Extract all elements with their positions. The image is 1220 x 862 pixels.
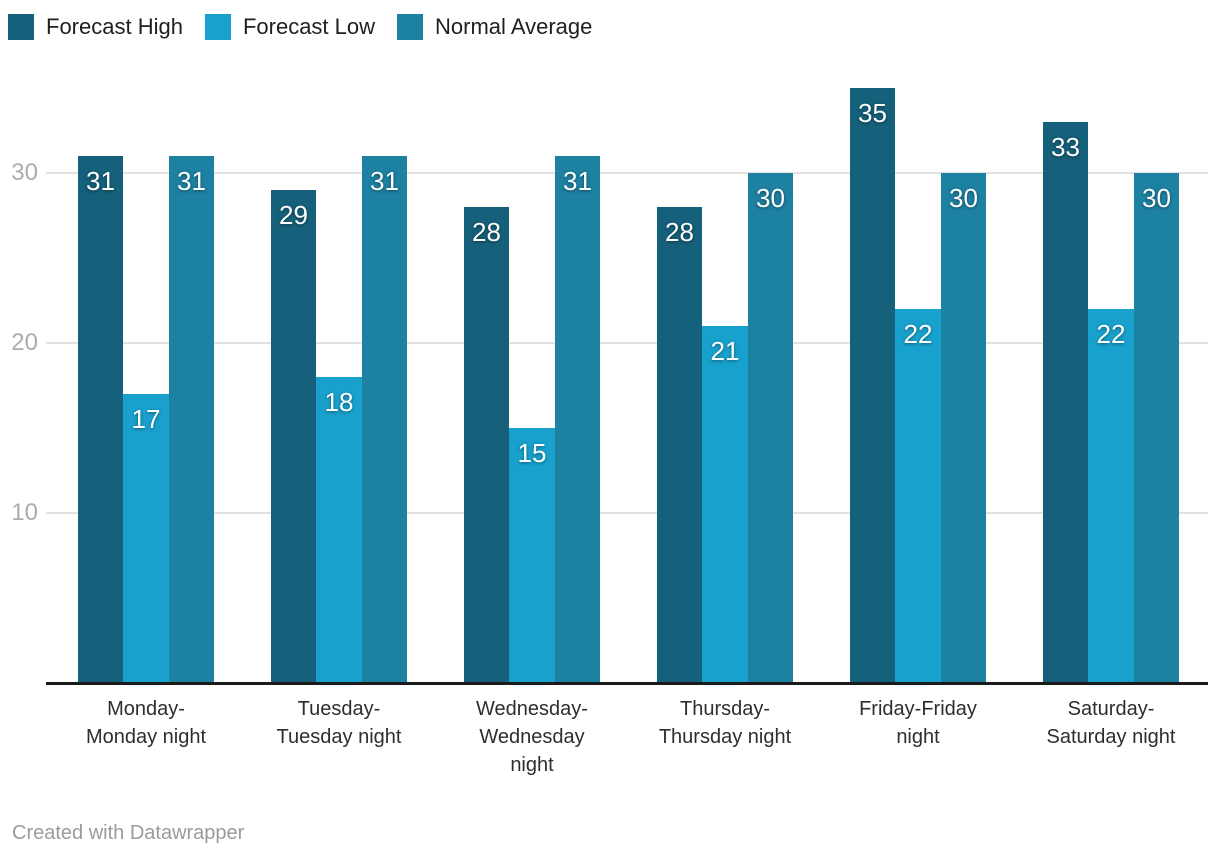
y-tick-label-20: 20 — [11, 329, 38, 356]
bar-normal-average — [1134, 173, 1179, 683]
bar-forecast-high — [657, 207, 702, 683]
category-label-line: night — [510, 754, 554, 776]
category-label-line: Thursday night — [658, 726, 792, 748]
category-label-line: Monday- — [107, 698, 185, 720]
bar-value-label: 22 — [1096, 319, 1126, 349]
bar-forecast-high — [78, 156, 123, 683]
bar-normal-average — [555, 156, 600, 683]
bar-value-label: 31 — [563, 166, 592, 196]
y-tick-label-10: 10 — [11, 499, 38, 526]
category-label-line: Wednesday — [479, 726, 585, 748]
legend-label: Normal Average — [435, 14, 593, 39]
bar-value-label: 29 — [279, 200, 308, 230]
x-axis-category-label: Saturday- Saturday night — [1015, 695, 1207, 751]
bar-value-label: 21 — [710, 336, 740, 366]
bar-forecast-low — [123, 394, 169, 683]
bar-value-label: 28 — [665, 217, 694, 247]
legend-swatch-icon — [8, 14, 34, 40]
category-label-line: Monday night — [85, 726, 207, 748]
gridline-y-30 — [46, 172, 1208, 174]
category-label-line: night — [896, 726, 940, 748]
bar-forecast-high — [271, 190, 316, 683]
bar-forecast-low — [1088, 309, 1134, 683]
bar-value-label: 30 — [756, 183, 785, 213]
bar-forecast-low — [509, 428, 555, 683]
category-label-line: Saturday night — [1046, 726, 1176, 748]
bar-forecast-high — [1043, 122, 1088, 683]
bar-value-label: 17 — [131, 404, 161, 434]
bar-forecast-high — [464, 207, 509, 683]
gridline-y-10 — [46, 512, 1208, 514]
category-label-line: Wednesday- — [476, 698, 588, 720]
category-label-line: Tuesday night — [276, 726, 402, 748]
legend-item-normal-average: Normal Average — [397, 14, 592, 40]
bar-normal-average — [748, 173, 793, 683]
y-tick-label-30: 30 — [11, 159, 38, 186]
legend-label: Forecast Low — [242, 14, 376, 39]
bar-value-label: 22 — [903, 319, 933, 349]
bar-forecast-low — [702, 326, 748, 683]
bar-value-label: 31 — [177, 166, 206, 196]
credit-text: Created with Datawrapper — [12, 822, 245, 844]
bar-normal-average — [169, 156, 214, 683]
legend-swatch-icon — [204, 14, 231, 40]
bar-value-label: 31 — [370, 166, 399, 196]
x-axis-category-label: Thursday- Thursday night — [629, 695, 821, 751]
bar-value-label: 33 — [1051, 132, 1080, 162]
bar-value-label: 35 — [858, 98, 887, 128]
legend-item-forecast-high: Forecast High — [8, 14, 183, 40]
category-label-line: Tuesday- — [297, 698, 381, 720]
bar-forecast-low — [316, 377, 362, 683]
legend-label: Forecast High — [46, 14, 183, 39]
x-axis-category-label: Monday- Monday night — [50, 695, 242, 751]
x-axis-line — [46, 682, 1208, 685]
x-axis-category-label: Tuesday- Tuesday night — [243, 695, 435, 751]
bar-value-label: 18 — [324, 387, 354, 417]
bar-normal-average — [941, 173, 986, 683]
bar-value-label: 31 — [86, 166, 115, 196]
bar-forecast-high — [850, 88, 895, 683]
bar-value-label: 15 — [517, 438, 547, 468]
x-axis-category-label: Wednesday- Wednesday night — [436, 695, 628, 779]
category-label-line: Saturday- — [1067, 698, 1155, 720]
bar-forecast-low — [895, 309, 941, 683]
bar-value-label: 30 — [949, 183, 978, 213]
legend-swatch-icon — [397, 14, 424, 40]
legend-item-forecast-low: Forecast Low — [204, 14, 376, 40]
chart-legend: Forecast High Forecast Low Normal Average — [8, 14, 592, 40]
gridline-y-20 — [46, 342, 1208, 344]
category-label-line: Friday-Friday — [859, 698, 977, 720]
bar-value-label: 28 — [472, 217, 501, 247]
category-label-line: Thursday- — [679, 698, 771, 720]
bar-value-label: 30 — [1142, 183, 1171, 213]
x-axis-category-label: Friday-Friday night — [822, 695, 1014, 751]
bar-normal-average — [362, 156, 407, 683]
